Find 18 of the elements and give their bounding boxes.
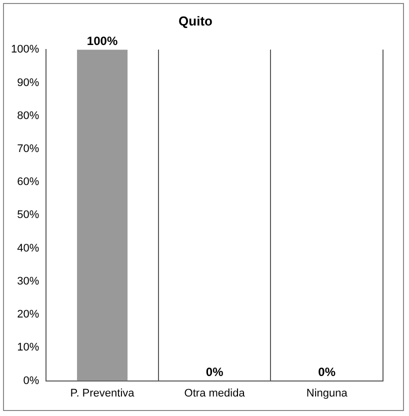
y-tick-label: 60% <box>17 176 40 188</box>
y-tick-label: 40% <box>17 242 40 254</box>
x-tick-label: Otra medida <box>184 387 246 400</box>
x-tick-label: P. Preventiva <box>70 387 136 400</box>
y-tick-label: 80% <box>17 110 40 122</box>
y-tick-label: 100% <box>10 44 40 56</box>
y-tick-label: 0% <box>23 374 40 387</box>
y-tick-label: 30% <box>17 275 40 288</box>
data-label: 0% <box>206 365 224 380</box>
data-label: 0% <box>318 365 336 380</box>
y-tick-label: 90% <box>17 76 40 89</box>
y-tick-label: 50% <box>17 209 40 222</box>
chart-title: Quito <box>178 13 213 28</box>
y-tick-label: 70% <box>17 142 40 155</box>
data-label: 100% <box>86 34 118 48</box>
x-tick-label: Ninguna <box>306 387 348 400</box>
y-tick-label: 20% <box>17 308 40 321</box>
y-tick-label: 10% <box>17 342 40 354</box>
